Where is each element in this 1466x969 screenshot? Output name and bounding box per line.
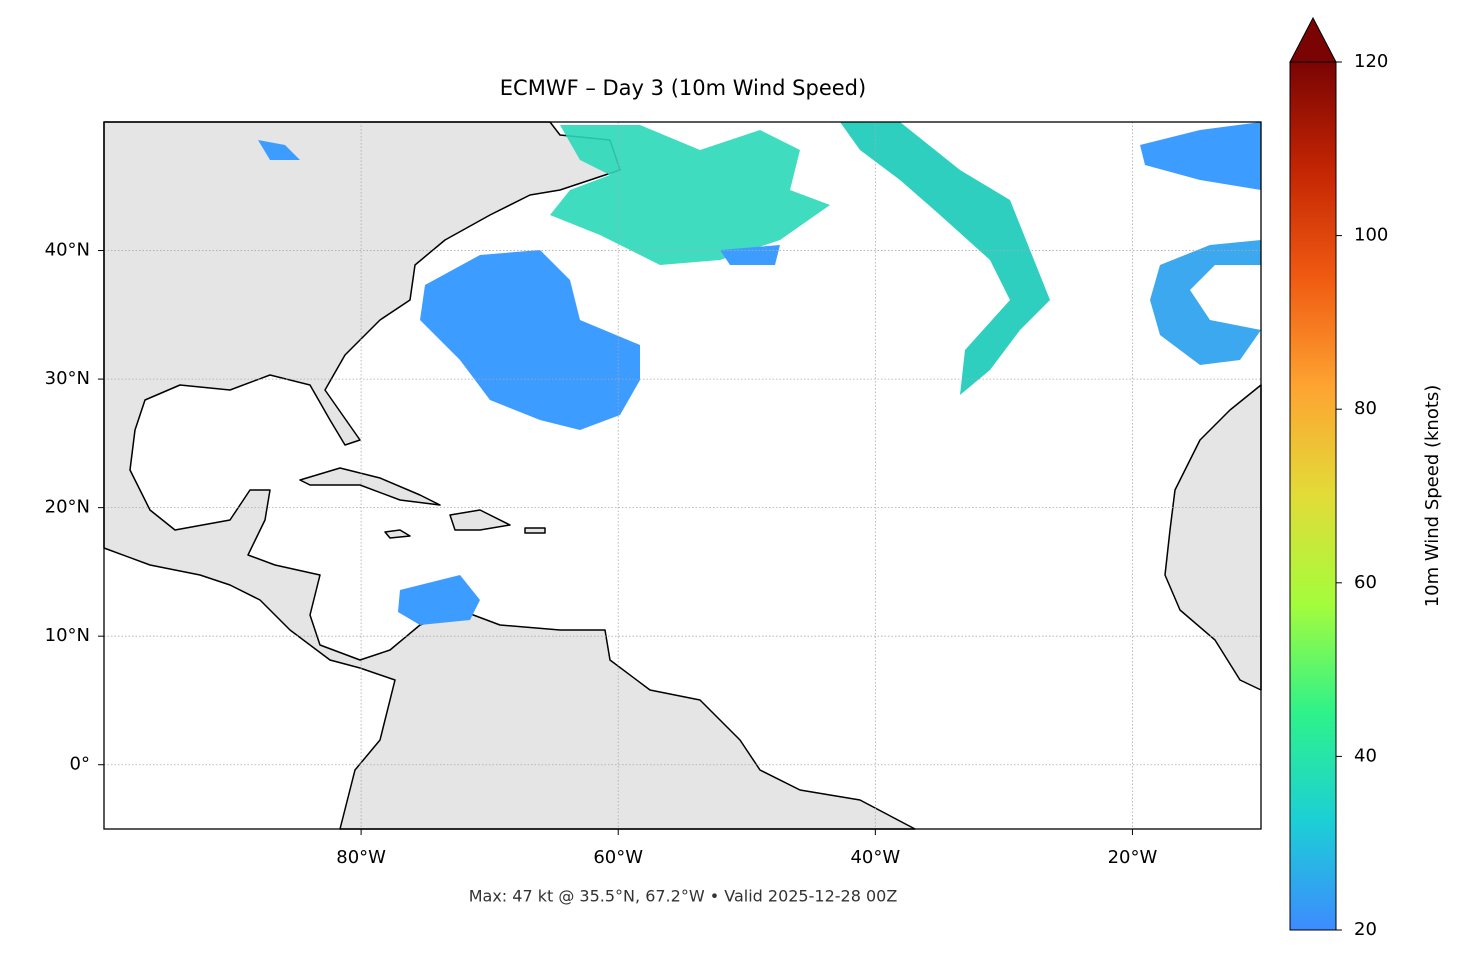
y-tick-label: 30°N <box>45 368 90 389</box>
colorbar <box>1289 61 1337 931</box>
wind-area <box>1150 240 1261 365</box>
wind-area <box>550 125 830 265</box>
wind-area <box>420 250 640 430</box>
land-puerto-rico <box>524 527 546 534</box>
map-layers <box>103 121 1262 830</box>
colorbar-tick-label: 100 <box>1354 225 1388 246</box>
land-africa <box>1164 384 1262 691</box>
land-hispaniola <box>449 509 511 531</box>
y-tick-label: 40°N <box>45 240 90 261</box>
x-tick-label: 60°W <box>593 847 643 868</box>
land-jamaica <box>384 529 411 539</box>
x-tick-label: 40°W <box>850 847 900 868</box>
colorbar-tick-label: 40 <box>1354 745 1377 766</box>
wind-area <box>720 245 780 265</box>
y-tick-label: 10°N <box>45 625 90 646</box>
land-americas <box>103 121 916 830</box>
footer-note: Max: 47 kt @ 35.5°N, 67.2°W • Valid 2025… <box>469 887 898 906</box>
y-tick-label: 20°N <box>45 497 90 518</box>
colorbar-tick-label: 60 <box>1354 572 1377 593</box>
wind-area <box>840 122 1050 395</box>
map-frame <box>103 121 1262 830</box>
colorbar-tick-label: 120 <box>1354 51 1388 72</box>
colorbar-tick-label: 80 <box>1354 398 1377 419</box>
chart-title: ECMWF – Day 3 (10m Wind Speed) <box>500 76 866 100</box>
wind-area <box>398 575 480 625</box>
land-cuba <box>299 467 441 506</box>
y-tick-label: 0° <box>70 754 90 775</box>
colorbar-label: 10m Wind Speed (knots) <box>1422 385 1443 608</box>
wind-area <box>1140 122 1261 190</box>
colorbar-tick-label: 20 <box>1354 919 1377 940</box>
colorbar-extension <box>1289 16 1337 63</box>
wind-area <box>258 140 300 160</box>
x-tick-label: 80°W <box>336 847 386 868</box>
x-tick-label: 20°W <box>1108 847 1158 868</box>
